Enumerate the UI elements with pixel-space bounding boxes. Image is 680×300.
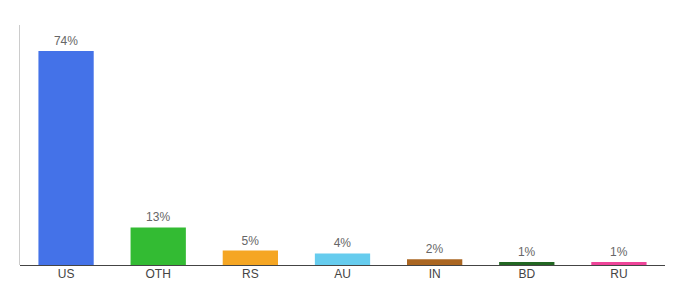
svg-text:US: US — [58, 267, 75, 281]
svg-text:13%: 13% — [146, 210, 170, 224]
svg-text:2%: 2% — [426, 242, 444, 256]
svg-text:1%: 1% — [518, 245, 536, 259]
svg-text:74%: 74% — [54, 34, 78, 48]
svg-text:RU: RU — [610, 267, 627, 281]
svg-text:RS: RS — [242, 267, 259, 281]
svg-text:AU: AU — [334, 267, 351, 281]
svg-text:OTH: OTH — [146, 267, 171, 281]
svg-text:1%: 1% — [610, 245, 628, 259]
svg-text:5%: 5% — [242, 234, 260, 248]
svg-text:IN: IN — [429, 267, 441, 281]
svg-text:4%: 4% — [334, 236, 352, 250]
svg-text:BD: BD — [518, 267, 535, 281]
